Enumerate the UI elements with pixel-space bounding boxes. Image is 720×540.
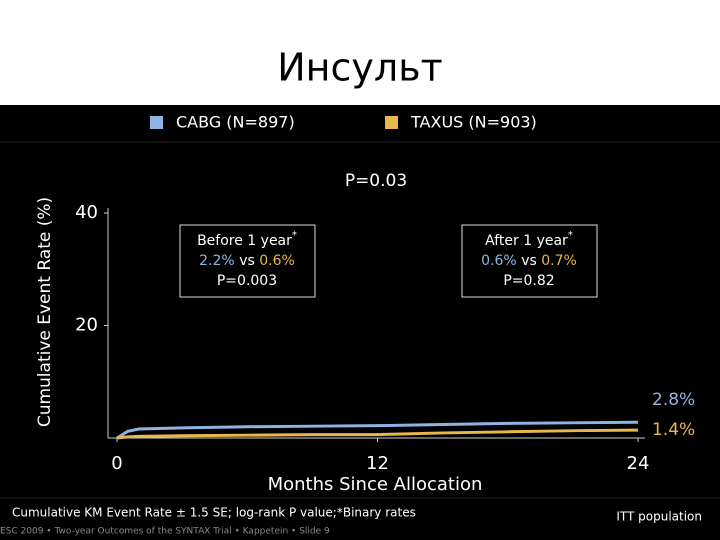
box-heading-text: After 1 year [485, 233, 568, 249]
title-area [0, 0, 720, 105]
box-vs: vs [239, 253, 255, 269]
legend-swatch [150, 116, 163, 129]
footer-credit: ESC 2009 • Two-year Outcomes of the SYNT… [0, 527, 330, 537]
box-taxus: 0.6% [259, 253, 295, 269]
slide-title: Инсульт [277, 46, 442, 90]
box-heading: After 1 year* [485, 230, 573, 249]
box-p: P=0.003 [217, 273, 277, 289]
box-heading-mark: * [292, 230, 297, 241]
legend-label: CABG (N=897) [176, 113, 295, 132]
info-box [461, 224, 598, 298]
legend-label: TAXUS (N=903) [410, 113, 537, 132]
box-heading: Before 1 year* [197, 230, 297, 249]
footer-population: ITT population [616, 510, 702, 524]
box-heading-text: Before 1 year [197, 233, 292, 249]
box-rates: 2.2% vs 0.6% [199, 253, 295, 269]
value-label: 2.8% [652, 390, 695, 410]
footer-note: Cumulative KM Event Rate ± 1.5 SE; log-r… [12, 506, 416, 520]
box-cabg: 2.2% [199, 253, 235, 269]
x-tick-label: 24 [627, 453, 650, 474]
box-p: P=0.82 [503, 273, 554, 289]
series-line [116, 428, 639, 440]
box-taxus: 0.7% [541, 253, 577, 269]
info-box [179, 224, 316, 298]
box-cabg: 0.6% [481, 253, 517, 269]
box-heading-mark: * [568, 230, 573, 241]
slide-body [0, 105, 720, 540]
y-axis-label: Cumulative Event Rate (%) [35, 197, 55, 427]
series-line [116, 420, 639, 440]
box-vs: vs [521, 253, 537, 269]
box-rates: 0.6% vs 0.7% [481, 253, 577, 269]
p-value: P=0.03 [345, 171, 407, 191]
x-axis-label: Months Since Allocation [268, 474, 483, 495]
value-label: 1.4% [652, 420, 695, 440]
legend-swatch [385, 116, 398, 129]
y-tick-label: 40 [75, 202, 98, 223]
x-tick-label: 0 [111, 453, 122, 474]
y-tick-label: 20 [75, 315, 98, 336]
x-tick-label: 12 [366, 453, 389, 474]
